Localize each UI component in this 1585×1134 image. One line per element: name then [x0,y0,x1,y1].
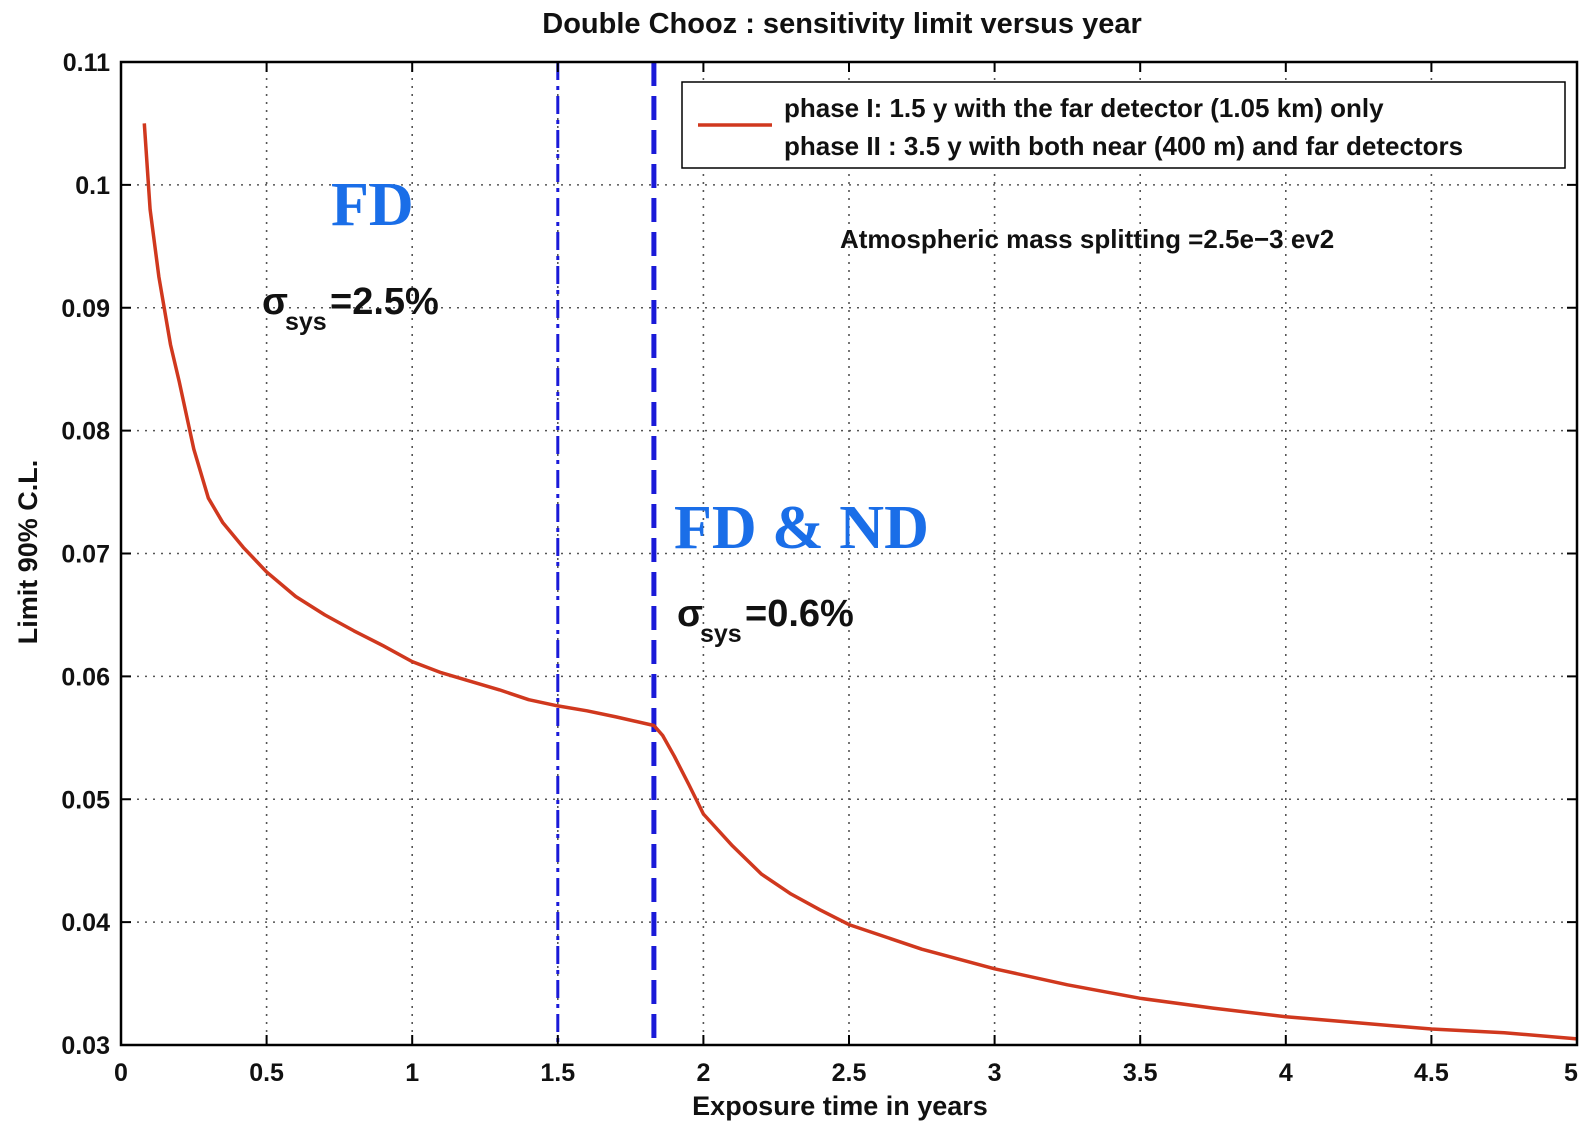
fd-nd-sigma-symbol: σ [677,593,703,635]
series-layer [142,123,1578,1041]
y-tick-label: 0.05 [61,786,110,814]
fd-label: FD [331,171,414,239]
grid [121,62,1577,1045]
legend: phase I: 1.5 y with the far detector (1.… [681,81,1566,169]
y-tick-labels: 0.03 0.04 0.05 0.06 0.07 0.08 0.09 0.1 0.11 [61,49,110,1060]
sensitivity-curve [142,123,1578,1041]
mass-splitting-note: Atmospheric mass splitting =2.5e−3 ev2 [840,224,1334,254]
legend-line-2: phase II : 3.5 y with both near (400 m) … [784,131,1463,161]
x-tick-label: 3 [988,1059,1002,1087]
legend-box [681,81,1566,169]
x-tick-label: 4 [1279,1059,1293,1087]
vertical-markers [556,62,657,1045]
x-tick-label: 3.5 [1123,1059,1158,1087]
x-axis-label: Exposure time in years [692,1091,988,1121]
chart-title: Double Chooz : sensitivity limit versus … [542,8,1142,40]
fd-sigma: σ sys =2.5% [262,281,439,336]
legend-line-1: phase I: 1.5 y with the far detector (1.… [784,93,1384,123]
fd-sigma-symbol: σ [262,281,288,323]
x-tick-label: 1 [405,1059,419,1087]
x-tick-label: 0 [114,1059,128,1087]
y-tick-label: 0.07 [61,541,110,569]
x-tick-label: 5 [1564,1059,1578,1087]
x-tick-labels: 0 0.5 1 1.5 2 2.5 3 3.5 4 4.5 5 [114,1059,1578,1087]
fd-nd-sigma-subscript: sys [700,620,742,648]
y-tick-label: 0.1 [75,172,110,200]
x-tick-label: 2 [696,1059,710,1087]
y-tick-label: 0.04 [61,909,110,937]
y-tick-label: 0.03 [61,1032,110,1060]
y-axis-label: Limit 90% C.L. [13,460,43,645]
fd-nd-sigma-value: =0.6% [745,593,854,635]
y-tick-label: 0.08 [61,418,110,446]
fd-nd-label: FD & ND [674,494,929,562]
fd-sigma-value: =2.5% [330,281,439,323]
y-tick-label: 0.09 [61,295,110,323]
x-tick-label: 4.5 [1414,1059,1449,1087]
fd-sigma-subscript: sys [285,308,327,336]
x-tick-label: 0.5 [249,1059,284,1087]
x-tick-label: 1.5 [540,1059,575,1087]
axis-ticks [120,61,1578,1046]
fd-nd-sigma: σ sys =0.6% [677,593,854,648]
y-tick-label: 0.11 [63,49,110,77]
y-tick-label: 0.06 [61,663,110,691]
x-tick-label: 2.5 [832,1059,867,1087]
